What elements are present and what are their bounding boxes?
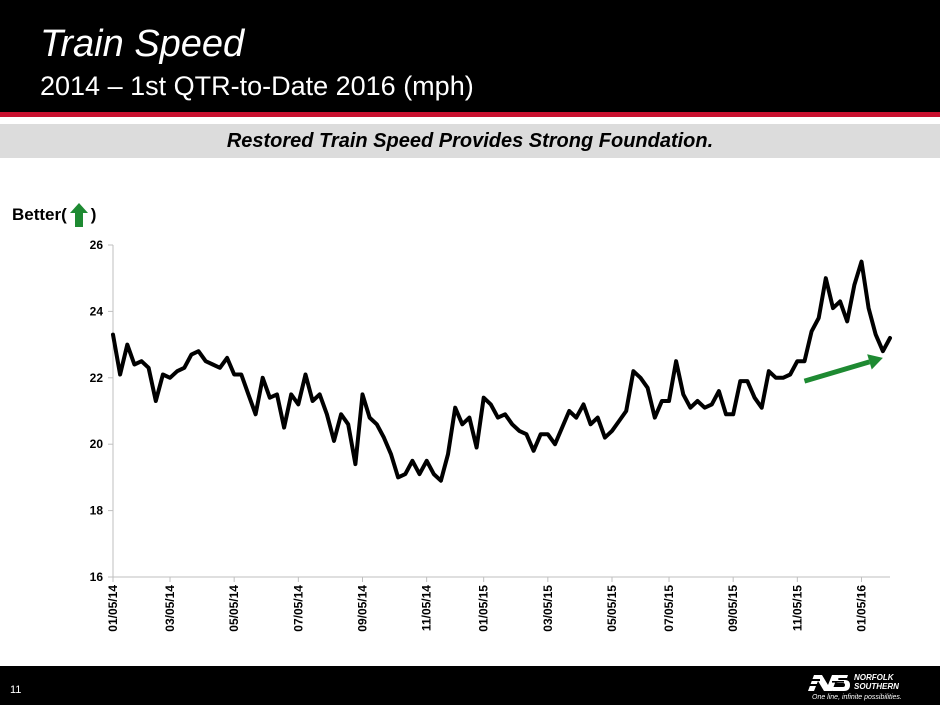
x-tick-label: 05/05/14 [227,585,241,632]
ns-mark-icon [808,675,850,691]
y-tick-label: 26 [90,238,104,252]
x-tick-label: 11/05/15 [790,585,804,631]
header-bar: Train Speed 2014 – 1st QTR-to-Date 2016 … [0,0,940,112]
x-tick-label: 09/05/15 [726,585,740,632]
norfolk-southern-logo: NORFOLK SOUTHERN One line, infinite poss… [808,673,902,701]
slide-title: Train Speed [40,23,245,65]
x-tick-label: 01/05/15 [477,585,491,632]
y-tick-label: 22 [90,371,104,385]
banner-text: Restored Train Speed Provides Strong Fou… [226,130,714,152]
better-label-suffix: ) [90,205,97,224]
trend-arrow-head [867,354,883,370]
y-tick-label: 24 [90,304,104,318]
x-tick-label: 01/05/16 [854,585,868,632]
better-label-prefix: Better( [12,205,67,224]
footer-bar: 11 NORFOLK SOUTHERN One line, infinite p… [0,666,940,705]
x-tick-label: 01/05/14 [106,585,120,632]
x-tick-label: 09/05/14 [355,585,369,632]
page-number: 11 [10,684,22,696]
header-divider [0,112,940,117]
logo-tagline: One line, infinite possibilities. [812,694,902,701]
x-tick-label: 11/05/14 [420,585,434,631]
green-up-arrow-icon [69,203,88,227]
x-tick-label: 03/05/14 [163,585,177,632]
y-tick-label: 16 [90,570,104,584]
x-tick-label: 07/05/15 [662,585,676,632]
x-tick-label: 03/05/15 [541,585,555,632]
logo-line1: NORFOLK [854,673,895,682]
trend-arrow-shaft [803,359,871,384]
logo-line2: SOUTHERN [854,682,899,691]
message-banner: Restored Train Speed Provides Strong Fou… [0,124,940,158]
train-speed-series-line [111,259,892,483]
y-tick-label: 20 [90,437,104,451]
x-tick-label: 07/05/14 [291,585,305,632]
slide-subtitle: 2014 – 1st QTR-to-Date 2016 (mph) [40,71,474,101]
x-tick-label: 05/05/15 [605,585,619,632]
y-tick-label: 18 [90,504,104,518]
better-indicator: Better( ) [12,202,96,228]
